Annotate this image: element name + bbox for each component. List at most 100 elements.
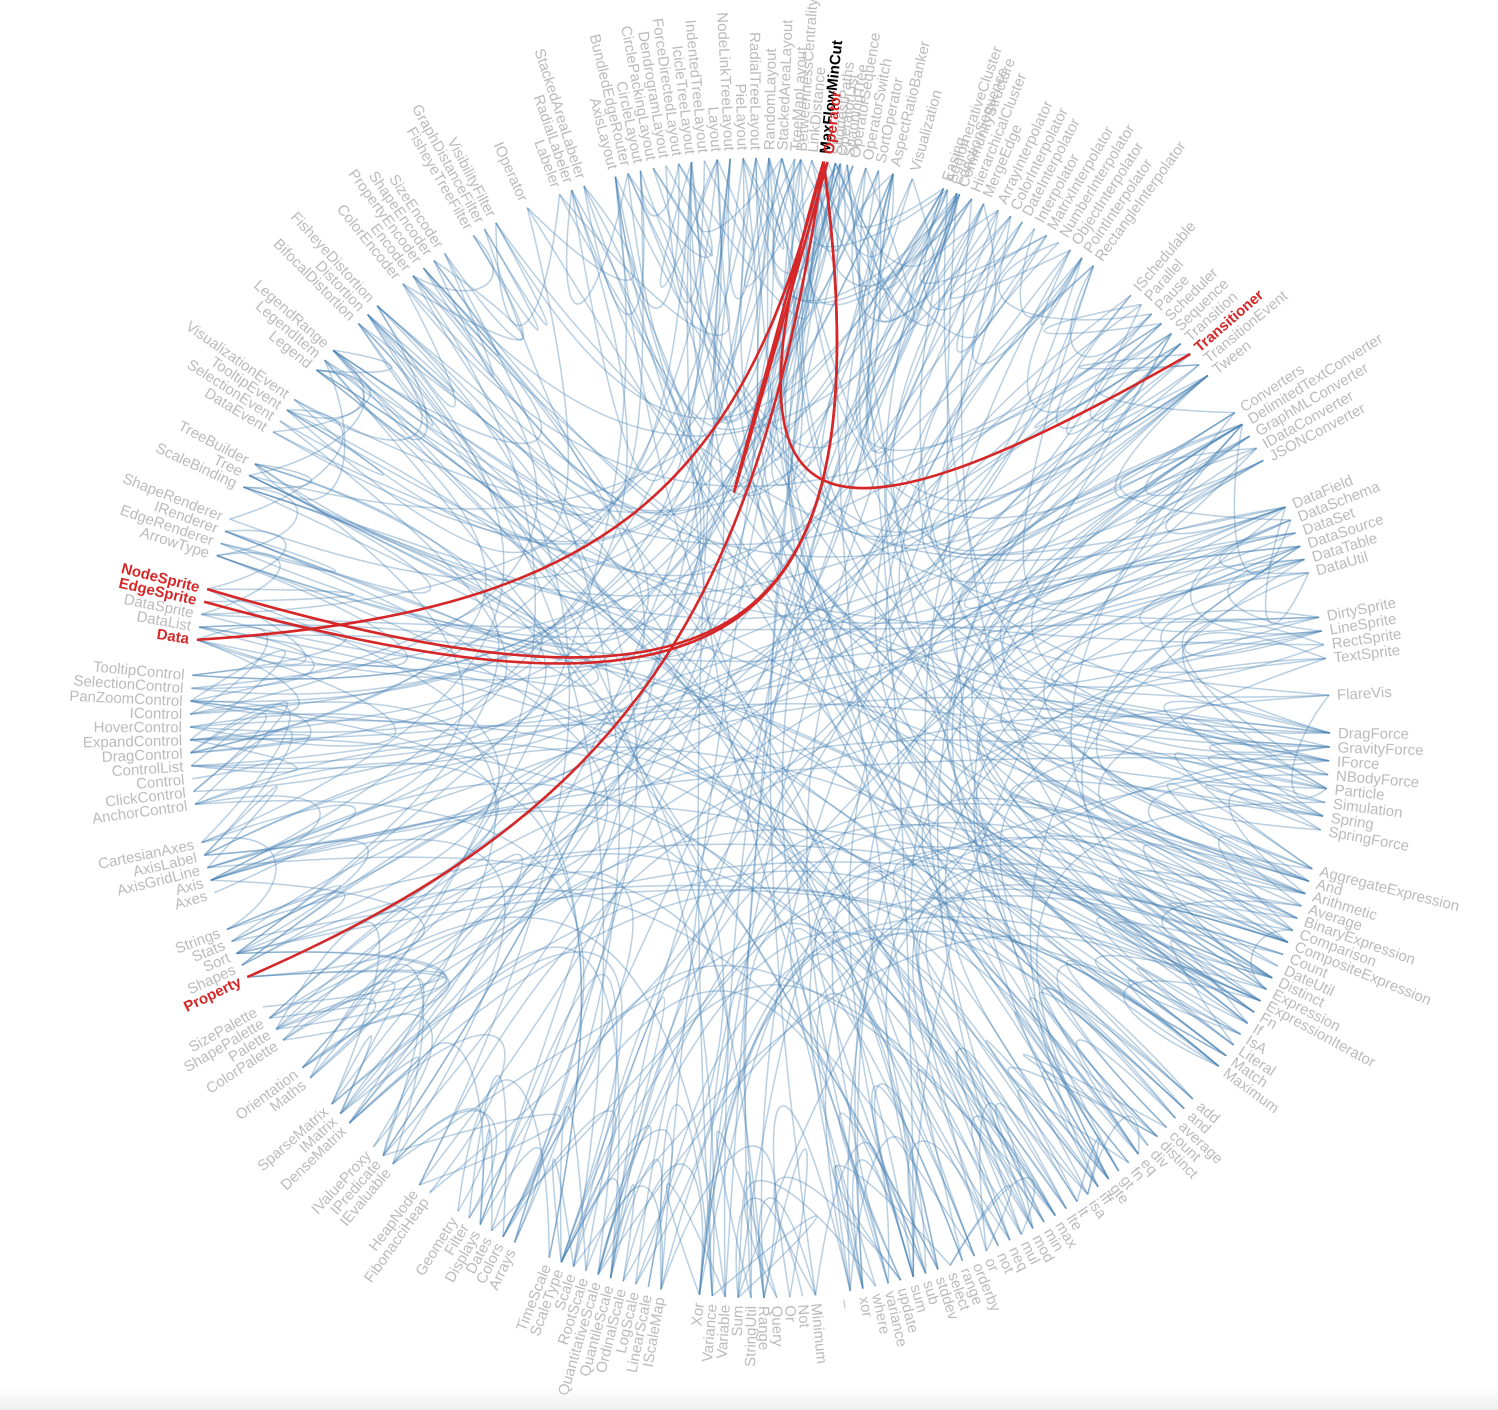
link-229 (919, 192, 1310, 882)
link-482 (207, 856, 729, 1285)
link-19 (1034, 332, 1182, 429)
node-label-xor[interactable]: Xor (688, 1302, 707, 1327)
node-label-gravity-force[interactable]: GravityForce (1337, 739, 1423, 759)
link-layer (189, 157, 1331, 1299)
link-162 (204, 588, 355, 603)
link-5 (879, 192, 1012, 323)
link-264 (192, 162, 702, 680)
link-105 (666, 1183, 726, 1298)
link-476 (614, 176, 1185, 1110)
node-label-and[interactable]: And (1314, 876, 1344, 900)
link-281 (339, 828, 1261, 1115)
link-430 (479, 157, 770, 1225)
node-label-particle[interactable]: Particle (1334, 782, 1386, 804)
link-41 (1208, 741, 1330, 776)
node-label-sum[interactable]: sum (906, 1283, 930, 1315)
link-54 (1142, 844, 1289, 990)
node-label-minimum[interactable]: Minimum (807, 1302, 830, 1364)
link-473 (755, 157, 1130, 1164)
node-label-lte[interactable]: lte (1063, 1211, 1086, 1233)
node-label-or[interactable]: or (981, 1255, 1002, 1274)
link-406 (190, 486, 543, 741)
node-label-pan-zoom-control[interactable]: PanZoomControl (69, 688, 183, 710)
node-label-xor[interactable]: xor (855, 1295, 875, 1319)
link-198 (678, 157, 810, 320)
node-label-axis[interactable]: Axis (174, 875, 206, 899)
link-474 (766, 158, 825, 461)
node-label-expand-control[interactable]: ExpandControl (83, 732, 183, 751)
node-label-ioperator[interactable]: IOperator (490, 139, 531, 204)
node-label-variable[interactable]: Variable (714, 1304, 734, 1359)
node-label-underscore[interactable]: _ (842, 1296, 860, 1309)
node-label-hover-control[interactable]: HoverControl (94, 719, 182, 736)
link-117 (457, 1079, 550, 1258)
link-20 (1101, 343, 1209, 433)
link-363 (224, 474, 604, 666)
node-label-sub[interactable]: sub (919, 1279, 942, 1307)
link-79 (956, 1047, 1067, 1235)
node-label-random-layout[interactable]: RandomLayout (761, 47, 780, 150)
node-label-iforce[interactable]: IForce (1336, 754, 1379, 773)
node-label-drag-control[interactable]: DragControl (101, 745, 183, 766)
link-428 (216, 554, 609, 1030)
node-label-stacked-area-layout[interactable]: StackedAreaLayout (774, 18, 796, 150)
link-357 (192, 664, 1056, 1216)
link-161 (201, 552, 281, 616)
node-label-flare-vis[interactable]: FlareVis (1337, 684, 1393, 704)
link-237 (248, 170, 880, 510)
node-label-variance[interactable]: Variance (699, 1303, 721, 1362)
node-label-drag-force[interactable]: DragForce (1338, 725, 1409, 743)
node-label-data[interactable]: Data (155, 626, 190, 648)
link-462 (198, 626, 1185, 1110)
node-label-radial-tree-layout[interactable]: RadialTreeLayout (746, 32, 764, 151)
link-348 (865, 173, 985, 452)
link-31 (1218, 532, 1309, 575)
link-151 (189, 739, 298, 774)
link-500 (348, 946, 620, 1279)
node-label-sum[interactable]: Sum (729, 1305, 747, 1336)
node-label-string-util[interactable]: StringUtil (742, 1306, 760, 1367)
node-label-range[interactable]: Range (755, 1306, 772, 1350)
node-label-pie-layout[interactable]: PieLayout (732, 83, 751, 151)
node-label-control[interactable]: Control (135, 772, 185, 793)
link-61 (1170, 939, 1249, 1046)
node-label-nbody-force[interactable]: NBodyForce (1335, 768, 1419, 792)
link-221 (801, 161, 1298, 919)
link-354 (846, 164, 1120, 1172)
link-304 (402, 283, 915, 1278)
link-201 (696, 157, 783, 233)
link-174 (293, 322, 423, 441)
node-label-tree-map-layout[interactable]: TreeMapLayout (788, 45, 811, 151)
link-307 (201, 158, 796, 616)
link-38 (1182, 632, 1328, 790)
link-490 (585, 931, 1078, 1271)
link-112 (572, 1177, 621, 1279)
node-label-query[interactable]: Query (768, 1305, 786, 1347)
node-label-not[interactable]: Not (794, 1304, 813, 1329)
node-label-spring[interactable]: Spring (1330, 810, 1375, 834)
node-label-fn[interactable]: Fn (1256, 1009, 1280, 1032)
link-149 (190, 712, 267, 793)
node-label-or[interactable]: Or (781, 1305, 799, 1323)
link-484 (854, 933, 1089, 1289)
link-284 (987, 545, 1322, 831)
link-448 (418, 715, 1331, 1186)
highlight-link-property (246, 161, 825, 979)
link-118 (479, 1146, 543, 1243)
link-413 (724, 161, 825, 1297)
link-458 (891, 209, 1310, 882)
link-463 (698, 928, 1194, 1295)
link-381 (220, 532, 1296, 663)
link-321 (196, 634, 1255, 1013)
link-433 (367, 313, 1236, 558)
link-130 (331, 1035, 373, 1115)
node-label-icontrol[interactable]: IControl (129, 705, 182, 723)
node-label-control-list[interactable]: ControlList (111, 759, 184, 781)
link-435 (781, 192, 958, 1281)
link-36 (1150, 630, 1326, 674)
node-label-layout[interactable]: Layout (704, 106, 724, 153)
link-263 (210, 838, 506, 1165)
link-28 (1165, 459, 1286, 535)
link-358 (443, 252, 621, 1243)
link-154 (189, 639, 397, 747)
